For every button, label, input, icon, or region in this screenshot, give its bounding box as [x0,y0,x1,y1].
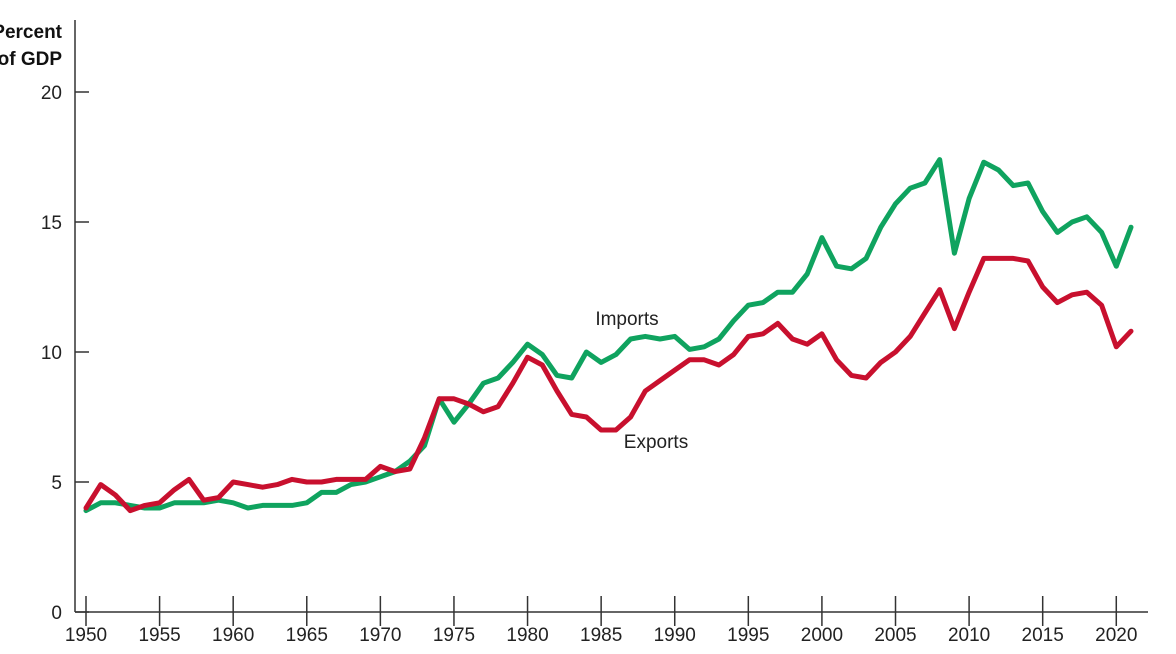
x-tick-label: 1970 [359,625,401,646]
y-tick-label: 5 [51,473,62,494]
x-tick-label: 1980 [506,625,548,646]
y-axis-title-line1: Percent [0,22,63,43]
x-tick-label: 1965 [286,625,328,646]
x-tick-label: 1975 [433,625,475,646]
series-label-imports: Imports [595,309,658,330]
x-tick-label: 1950 [65,625,107,646]
series-line-imports [83,157,1134,514]
series-layer [83,157,1134,514]
y-axis-title-line2: of GDP [0,49,62,70]
y-tick-label: 20 [41,83,62,104]
x-tick-label: 1995 [727,625,769,646]
series-line-exports [83,255,1134,514]
y-tick-label: 10 [41,343,62,364]
x-tick-label: 2000 [801,625,843,646]
x-tick-label: 2015 [1022,625,1064,646]
series-labels: Imports Exports [595,309,688,453]
axes: 0 5 10 15 20 1950 1955 1960 1965 1970 1975 1980 1985… [41,20,1148,646]
x-tick-label: 1955 [138,625,180,646]
x-tick-label: 1985 [580,625,622,646]
x-tick-label: 2020 [1095,625,1137,646]
series-label-exports: Exports [624,432,688,453]
x-tick-label: 2010 [948,625,990,646]
x-tick-label: 2005 [874,625,916,646]
x-tick-label: 1960 [212,625,254,646]
x-tick-label: 1990 [654,625,696,646]
y-tick-label: 0 [51,603,62,624]
y-tick-label: 15 [41,213,62,234]
